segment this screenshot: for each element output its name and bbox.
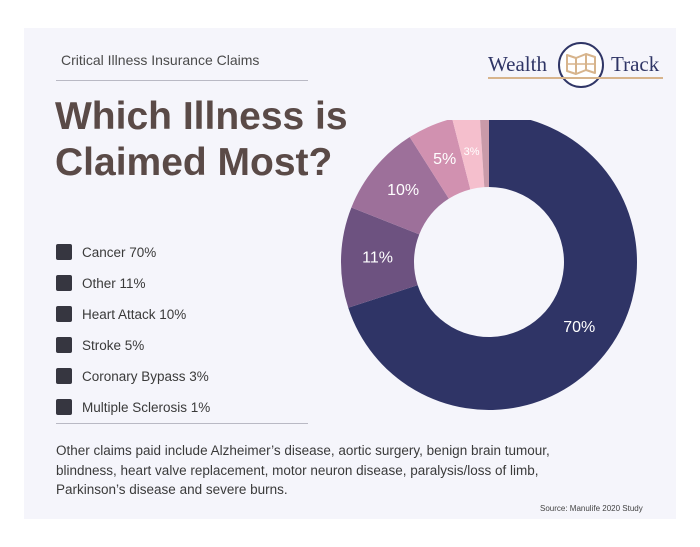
logo-text-left: Wealth (488, 52, 547, 76)
legend-swatch (56, 337, 72, 353)
map-icon (558, 42, 604, 88)
footnote: Other claims paid include Alzheimer’s di… (56, 443, 550, 497)
source-note: Source: Manulife 2020 Study (540, 504, 643, 513)
legend-item-cancer: Cancer 70% (56, 243, 210, 261)
data-label-stroke: 5% (433, 151, 456, 168)
data-label-other: 11% (362, 250, 393, 267)
legend-item-heart-attack: Heart Attack 10% (56, 305, 210, 323)
donut-chart: 70% 11% 10% 5% 3% (341, 120, 637, 410)
legend-label: Cancer 70% (82, 244, 157, 260)
legend-swatch (56, 306, 72, 322)
data-label-heart-attack: 10% (387, 182, 419, 199)
legend: Cancer 70% Other 11% Heart Attack 10% St… (56, 243, 210, 429)
data-label-coronary-bypass: 3% (464, 146, 480, 158)
slice-stroke (409, 120, 471, 199)
legend-label: Heart Attack 10% (82, 306, 187, 322)
logo-text-right: Track (611, 52, 660, 76)
logo-underline (488, 77, 663, 79)
legend-item-stroke: Stroke 5% (56, 336, 210, 354)
legend-swatch (56, 244, 72, 260)
legend-label: Coronary Bypass 3% (82, 368, 209, 384)
legend-swatch (56, 399, 72, 415)
legend-label: Multiple Sclerosis 1% (82, 399, 211, 415)
legend-item-coronary-bypass: Coronary Bypass 3% (56, 367, 210, 385)
slice-heart-attack (351, 137, 449, 235)
divider-top (56, 80, 308, 81)
legend-swatch (56, 368, 72, 384)
slice-coronary-bypass (452, 120, 485, 190)
page-title: Which Illness is Claimed Most? (55, 95, 348, 184)
legend-label: Other 11% (82, 275, 146, 291)
legend-item-other: Other 11% (56, 274, 210, 292)
divider-bottom (56, 423, 308, 424)
wealthtrack-logo: Wealth Track (488, 40, 668, 90)
legend-swatch (56, 275, 72, 291)
legend-item-multiple-sclerosis: Multiple Sclerosis 1% (56, 398, 210, 416)
data-label-cancer: 70% (563, 319, 595, 336)
slice-other (341, 207, 420, 308)
slice-cancer (348, 120, 637, 410)
slice-multiple-sclerosis (480, 120, 489, 188)
subtitle: Critical Illness Insurance Claims (61, 52, 260, 68)
legend-label: Stroke 5% (82, 337, 145, 353)
